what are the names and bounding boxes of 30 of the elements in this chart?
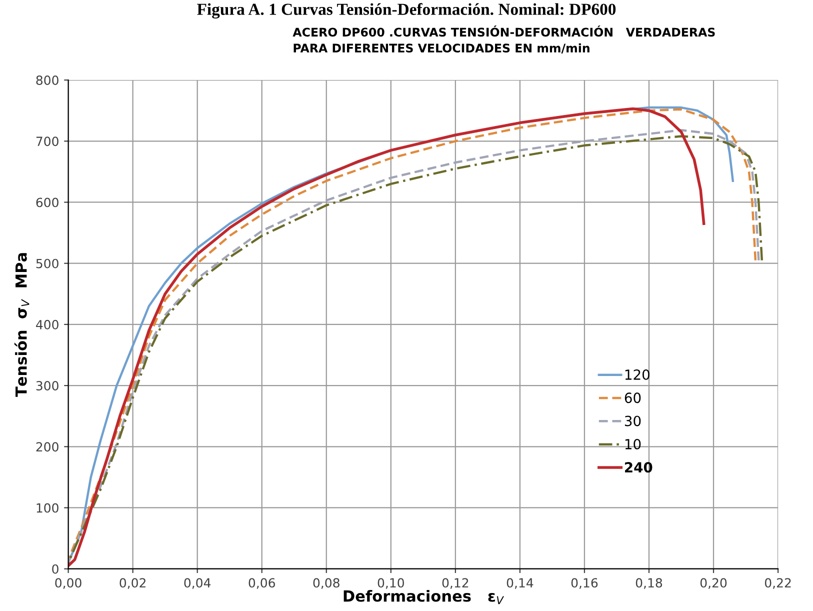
y-tick-label: 0 bbox=[52, 564, 58, 574]
x-tick-label: 0,06 bbox=[248, 578, 275, 589]
y-tick-label: 400 bbox=[36, 320, 58, 330]
x-tick-label: 0,14 bbox=[506, 578, 534, 589]
x-tick-label: 0,12 bbox=[442, 578, 468, 589]
x-tick-label: 0,08 bbox=[313, 578, 340, 589]
x-tick-label: 0,18 bbox=[636, 578, 662, 589]
y-axis-title: Tensión σ$_{V}$ MPa bbox=[14, 253, 30, 397]
legend-label: 10 bbox=[625, 438, 641, 450]
chart-subtitle: ACERO DP600 .CURVAS TENSIÓN-DEFORMACIÓN VERDADERAS PARA DIFERENTES VELOCIDADES EN mm/min bbox=[292, 26, 715, 54]
x-tick-label: 0,22 bbox=[764, 578, 791, 589]
x-tick-label: 0,20 bbox=[700, 578, 727, 589]
y-tick-label: 700 bbox=[36, 136, 58, 146]
x-tick-label: 0,04 bbox=[184, 578, 211, 589]
y-tick-label: 800 bbox=[36, 76, 58, 85]
x-tick-label: 0,16 bbox=[571, 578, 598, 589]
y-tick-label: 600 bbox=[36, 198, 58, 208]
y-tick-label: 300 bbox=[36, 381, 58, 390]
x-tick-label: 0,02 bbox=[120, 578, 146, 589]
chart-title: Figura A. 1 Curvas Tensión-Deformación. Nominal: DP600 bbox=[197, 3, 616, 18]
y-tick-label: 200 bbox=[36, 442, 58, 452]
legend-label: 120 bbox=[625, 369, 650, 380]
legend-label: 30 bbox=[624, 416, 641, 426]
y-tick-label: 500 bbox=[36, 258, 58, 268]
x-tick-label: 0,10 bbox=[378, 578, 404, 589]
x-axis-title: Deformaciones ε$_{V}$ bbox=[344, 590, 504, 604]
y-tick-label: 100 bbox=[36, 503, 58, 513]
x-tick-label: 0,00 bbox=[55, 578, 82, 589]
legend-label: 240 bbox=[625, 462, 652, 473]
legend-label: 60 bbox=[624, 392, 641, 404]
